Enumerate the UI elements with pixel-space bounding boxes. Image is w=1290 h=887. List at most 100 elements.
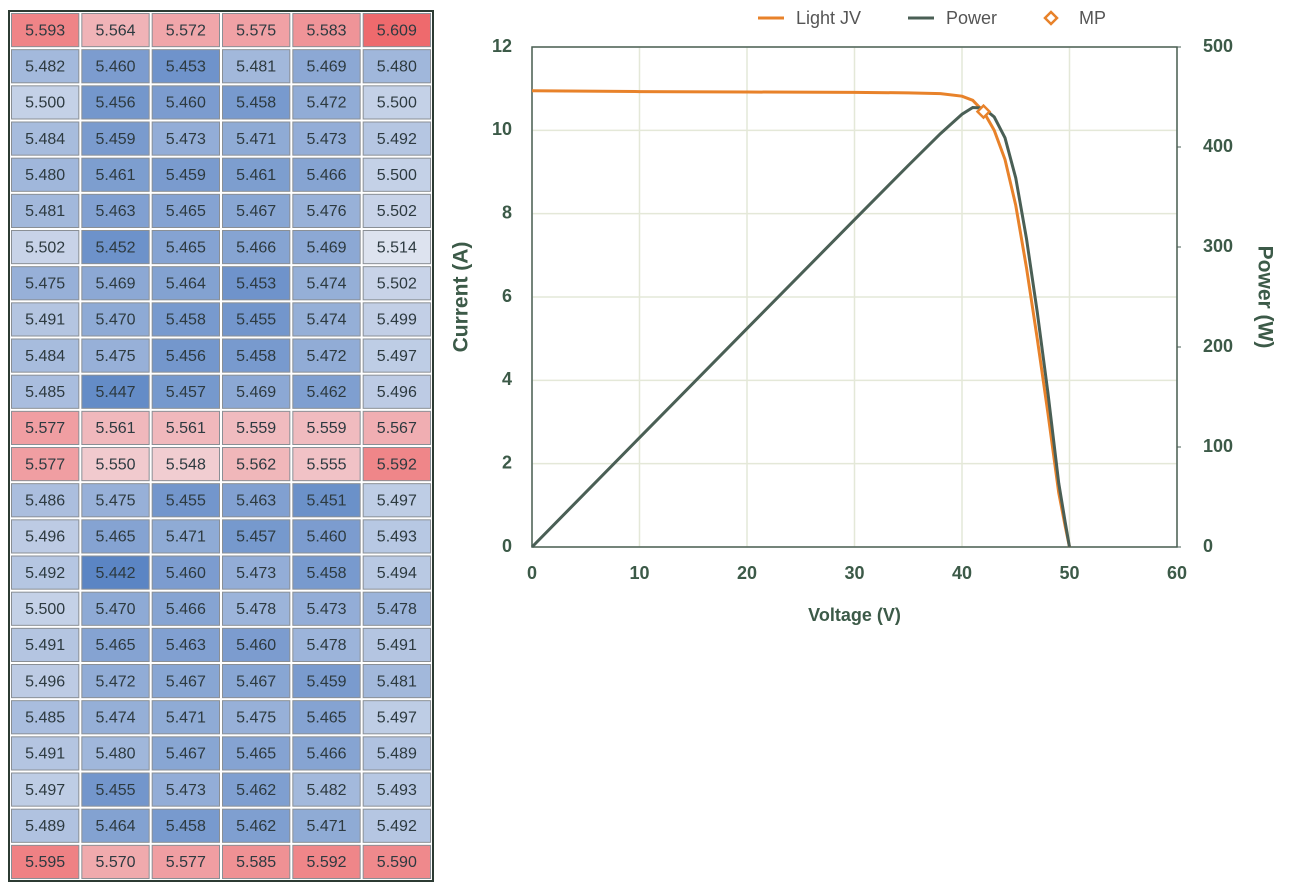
cell-value: 5.470 — [95, 601, 135, 618]
heatmap-cell — [362, 13, 431, 48]
cell-value: 5.475 — [25, 275, 65, 292]
cell-value: 5.555 — [306, 456, 346, 473]
cell-value: 5.460 — [166, 95, 206, 112]
cell-value: 5.469 — [306, 239, 346, 256]
heatmap-cell — [81, 410, 150, 446]
heatmap-cell — [362, 591, 431, 626]
mp-marker — [975, 103, 992, 120]
heatmap-cell — [292, 302, 361, 337]
plot-frame — [531, 46, 1178, 548]
cell-value: 5.590 — [377, 854, 417, 871]
heatmap-cell — [362, 266, 431, 301]
cell-value: 5.473 — [306, 131, 346, 148]
heatmap-cell — [11, 844, 80, 879]
cell-value: 5.585 — [236, 854, 276, 871]
heatmap-cell — [222, 13, 291, 48]
heatmap-cell — [362, 230, 431, 265]
heatmap-cell — [11, 410, 80, 446]
cell-value: 5.471 — [236, 131, 276, 148]
heatmap-cell — [292, 736, 361, 771]
heatmap-cell — [11, 664, 80, 699]
heatmap-cell — [222, 700, 291, 735]
heatmap-cell — [362, 374, 431, 409]
cell-value: 5.467 — [236, 673, 276, 690]
cell-value: 5.459 — [166, 167, 206, 184]
y2-tick-label: 400 — [1203, 136, 1233, 156]
cell-value: 5.456 — [166, 348, 206, 365]
heatmap-cell — [222, 85, 291, 120]
cell-value: 5.514 — [377, 239, 417, 256]
heatmap-cell — [362, 121, 431, 156]
cell-value: 5.473 — [236, 565, 276, 582]
cell-value: 5.559 — [236, 420, 276, 437]
heatmap-cell — [11, 700, 80, 735]
cell-value: 5.592 — [377, 456, 417, 473]
legend-label: Light JV — [796, 8, 861, 28]
cell-value: 5.465 — [306, 709, 346, 726]
cell-value: 5.548 — [166, 456, 206, 473]
x-tick-label: 20 — [737, 563, 757, 583]
cell-value: 5.491 — [25, 746, 65, 763]
heatmap-cell — [362, 157, 431, 192]
heatmap-cell — [151, 302, 221, 337]
heatmap-cell — [151, 483, 221, 518]
y-tick-label: 2 — [502, 452, 512, 472]
y-tick-label: 4 — [502, 369, 512, 389]
cell-value: 5.465 — [166, 239, 206, 256]
cell-value: 5.496 — [25, 673, 65, 690]
cell-value: 5.459 — [306, 673, 346, 690]
heatmap-cell — [81, 266, 150, 301]
cell-value: 5.466 — [236, 239, 276, 256]
cell-value: 5.458 — [166, 818, 206, 835]
cell-value: 5.466 — [166, 601, 206, 618]
heatmap-cell — [292, 483, 361, 518]
cell-value: 5.482 — [25, 58, 65, 75]
heatmap-cell — [222, 338, 291, 373]
cell-value: 5.465 — [166, 203, 206, 220]
heatmap-cell — [11, 555, 80, 590]
heatmap-cell — [292, 157, 361, 192]
heatmap-cell — [11, 447, 80, 482]
cell-value: 5.471 — [166, 709, 206, 726]
heatmap-cell — [222, 519, 291, 554]
cell-value: 5.460 — [236, 637, 276, 654]
cell-value: 5.469 — [306, 58, 346, 75]
cell-value: 5.474 — [306, 275, 346, 292]
heatmap-cell — [292, 808, 361, 843]
cell-value: 5.463 — [95, 203, 135, 220]
heatmap-cell — [151, 374, 221, 409]
cell-value: 5.489 — [25, 818, 65, 835]
heatmap-cell — [292, 410, 361, 446]
heatmap-cell — [362, 772, 431, 807]
heatmap-cell — [151, 772, 221, 807]
cell-value: 5.496 — [25, 529, 65, 546]
y-tick-label: 12 — [492, 36, 512, 56]
heatmap-cell — [362, 808, 431, 843]
heatmap-cell — [292, 193, 361, 228]
heatmap-cell — [81, 13, 150, 48]
heatmap-cell — [81, 700, 150, 735]
heatmap-cell — [292, 664, 361, 699]
heatmap-cell — [11, 85, 80, 120]
y-tick-label: 8 — [502, 202, 512, 222]
heatmap-cell — [151, 664, 221, 699]
heatmap-cell — [11, 338, 80, 373]
heatmap-cell — [292, 13, 361, 48]
heatmap-cell — [81, 808, 150, 843]
cell-value: 5.497 — [377, 709, 417, 726]
legend-label: Power — [946, 8, 997, 28]
heatmap-cell — [151, 121, 221, 156]
heatmap-cell — [362, 844, 431, 879]
cell-value: 5.497 — [377, 492, 417, 509]
cell-value: 5.466 — [306, 746, 346, 763]
heatmap-cell — [81, 302, 150, 337]
heatmap-cell — [292, 338, 361, 373]
heatmap-cell — [11, 808, 80, 843]
heatmap-cell — [222, 193, 291, 228]
cell-value: 5.464 — [95, 818, 135, 835]
x-tick-label: 60 — [1167, 563, 1187, 583]
heatmap-cell — [11, 121, 80, 156]
y2-tick-label: 200 — [1203, 336, 1233, 356]
heatmap-cell — [11, 736, 80, 771]
heatmap-cell — [362, 664, 431, 699]
